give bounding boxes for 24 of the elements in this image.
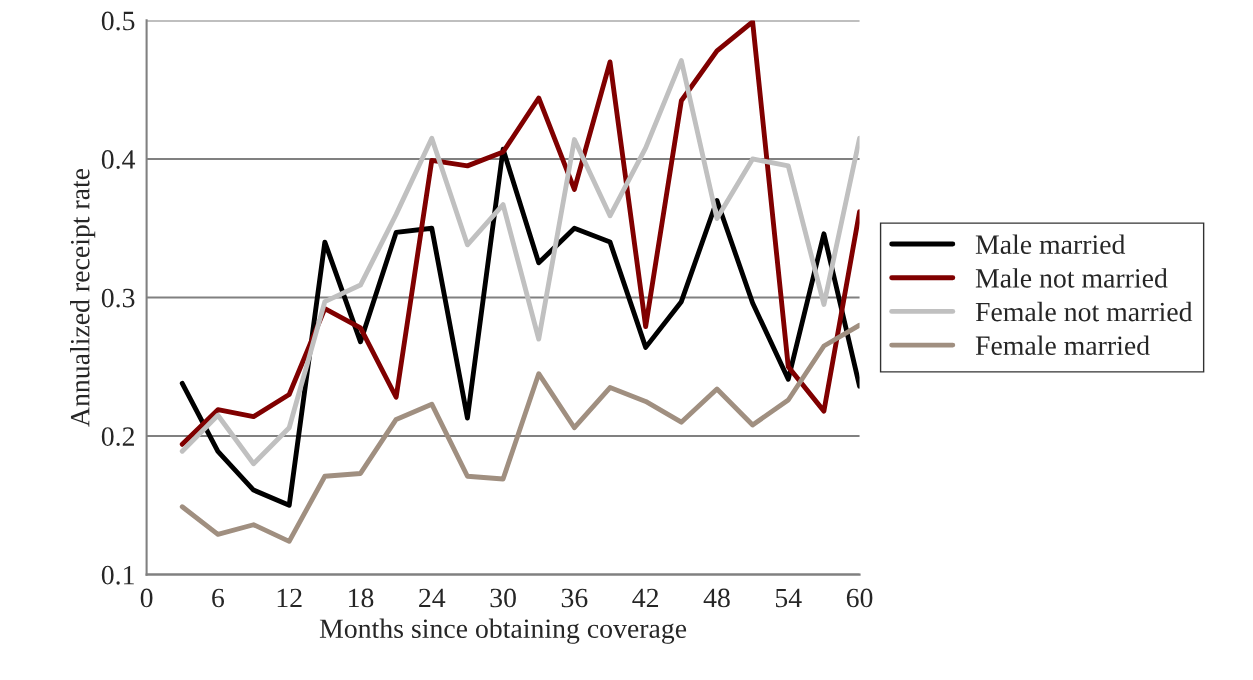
x-tick-label: 18 <box>349 588 374 608</box>
legend-label: Female not married <box>975 301 1193 322</box>
y-tick-label: 0.3 <box>101 288 135 308</box>
x-tick-label: 48 <box>703 588 730 608</box>
x-tick-label: 30 <box>490 588 516 608</box>
y-axis-title: Annualized receipt rate <box>70 168 96 427</box>
legend-label: Female married <box>975 335 1150 356</box>
x-tick-label: 12 <box>277 588 302 608</box>
y-tick-label: 0.1 <box>101 565 134 585</box>
x-tick-label: 60 <box>846 588 873 608</box>
y-tick-label: 0.5 <box>101 11 135 31</box>
line-series <box>179 146 860 508</box>
x-tick-label: 54 <box>775 588 802 608</box>
x-tick-label: 6 <box>212 588 225 608</box>
x-tick-label: 24 <box>419 588 446 608</box>
y-tick-label: 0.2 <box>101 427 134 447</box>
x-tick-label: 42 <box>632 588 659 608</box>
legend-label: Male not married <box>975 268 1168 288</box>
x-tick-label: 36 <box>561 588 588 608</box>
x-tick-label: 0 <box>140 588 153 608</box>
x-axis-title: Months since obtaining coverage <box>319 618 687 644</box>
y-tick-label: 0.4 <box>101 150 136 169</box>
legend-label: Male married <box>975 234 1126 254</box>
line-series <box>179 322 860 544</box>
